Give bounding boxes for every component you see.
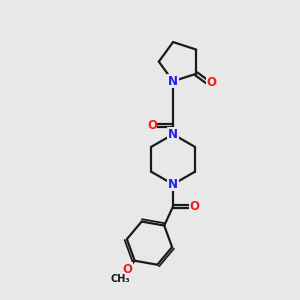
Text: CH₃: CH₃ <box>111 274 130 284</box>
Text: N: N <box>168 178 178 191</box>
Text: O: O <box>147 119 157 132</box>
Text: N: N <box>168 75 178 88</box>
Text: O: O <box>122 263 133 276</box>
Text: O: O <box>207 76 217 89</box>
Text: O: O <box>189 200 199 213</box>
Text: N: N <box>168 128 178 141</box>
